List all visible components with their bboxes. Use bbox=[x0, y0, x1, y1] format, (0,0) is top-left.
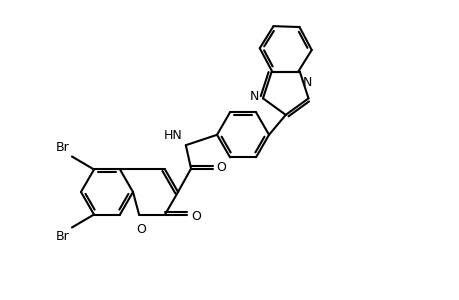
Text: O: O bbox=[191, 210, 201, 223]
Text: HN: HN bbox=[164, 129, 182, 142]
Text: O: O bbox=[136, 223, 146, 236]
Text: O: O bbox=[216, 161, 225, 174]
Text: Br: Br bbox=[56, 142, 70, 154]
Text: N: N bbox=[249, 90, 258, 103]
Text: Br: Br bbox=[56, 230, 70, 242]
Text: N: N bbox=[302, 76, 312, 88]
